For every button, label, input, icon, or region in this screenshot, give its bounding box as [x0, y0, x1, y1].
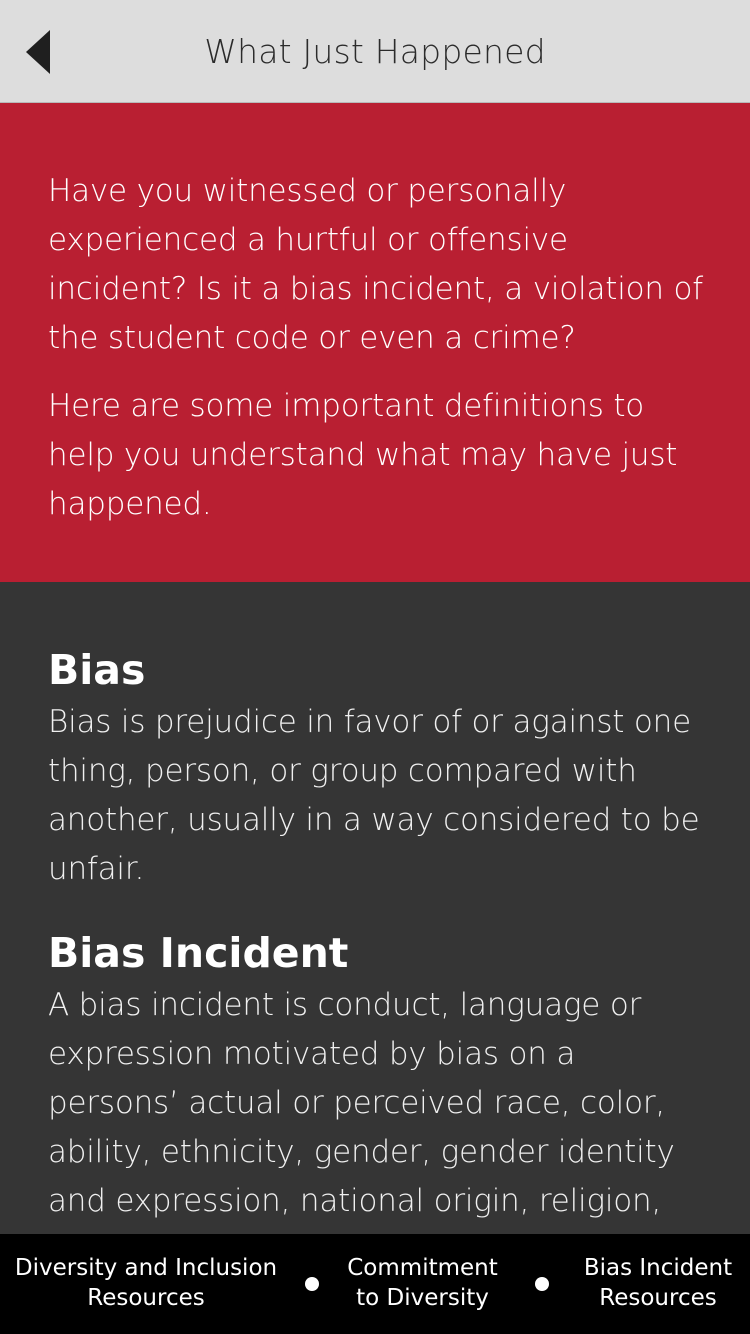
tab-separator-dot-icon	[535, 1277, 549, 1291]
back-arrow-icon	[26, 30, 50, 74]
intro-section: Have you witnessed or personally experie…	[0, 103, 750, 582]
page-title: What Just Happened	[204, 32, 546, 71]
tab-diversity-and-inclusion-resources[interactable]: Diversity and Inclusion Resources	[10, 1253, 282, 1313]
definition-term-bias: Bias	[48, 646, 146, 694]
bottom-tab-bar: Diversity and Inclusion Resources Commit…	[0, 1234, 750, 1334]
tab-label-line: Commitment	[347, 1255, 498, 1281]
top-navigation-bar: What Just Happened	[0, 0, 750, 103]
intro-paragraph: Here are some important definitions to h…	[48, 388, 678, 522]
definition-text-bias: Bias is prejudice in favor of or against…	[48, 704, 700, 887]
tab-bias-incident-resources[interactable]: Bias Incident Resources	[568, 1253, 748, 1313]
tab-label-line: Resources	[87, 1285, 205, 1311]
back-button[interactable]	[14, 22, 64, 82]
tab-separator-dot-icon	[305, 1277, 319, 1291]
tab-label-line: Resources	[599, 1285, 717, 1311]
tab-label-line: to Diversity	[356, 1285, 489, 1311]
tab-commitment-to-diversity[interactable]: Commitment to Diversity	[330, 1253, 515, 1313]
definition-text-bias-incident: A bias incident is conduct, language or …	[48, 987, 675, 1219]
tab-label-line: Diversity and Inclusion	[14, 1255, 278, 1281]
definition-term-bias-incident: Bias Incident	[48, 929, 349, 977]
definitions-list[interactable]: Bias Bias is prejudice in favor of or ag…	[0, 582, 750, 1234]
tab-label-line: Bias Incident	[583, 1255, 733, 1281]
intro-paragraph: Have you witnessed or personally experie…	[48, 173, 703, 356]
